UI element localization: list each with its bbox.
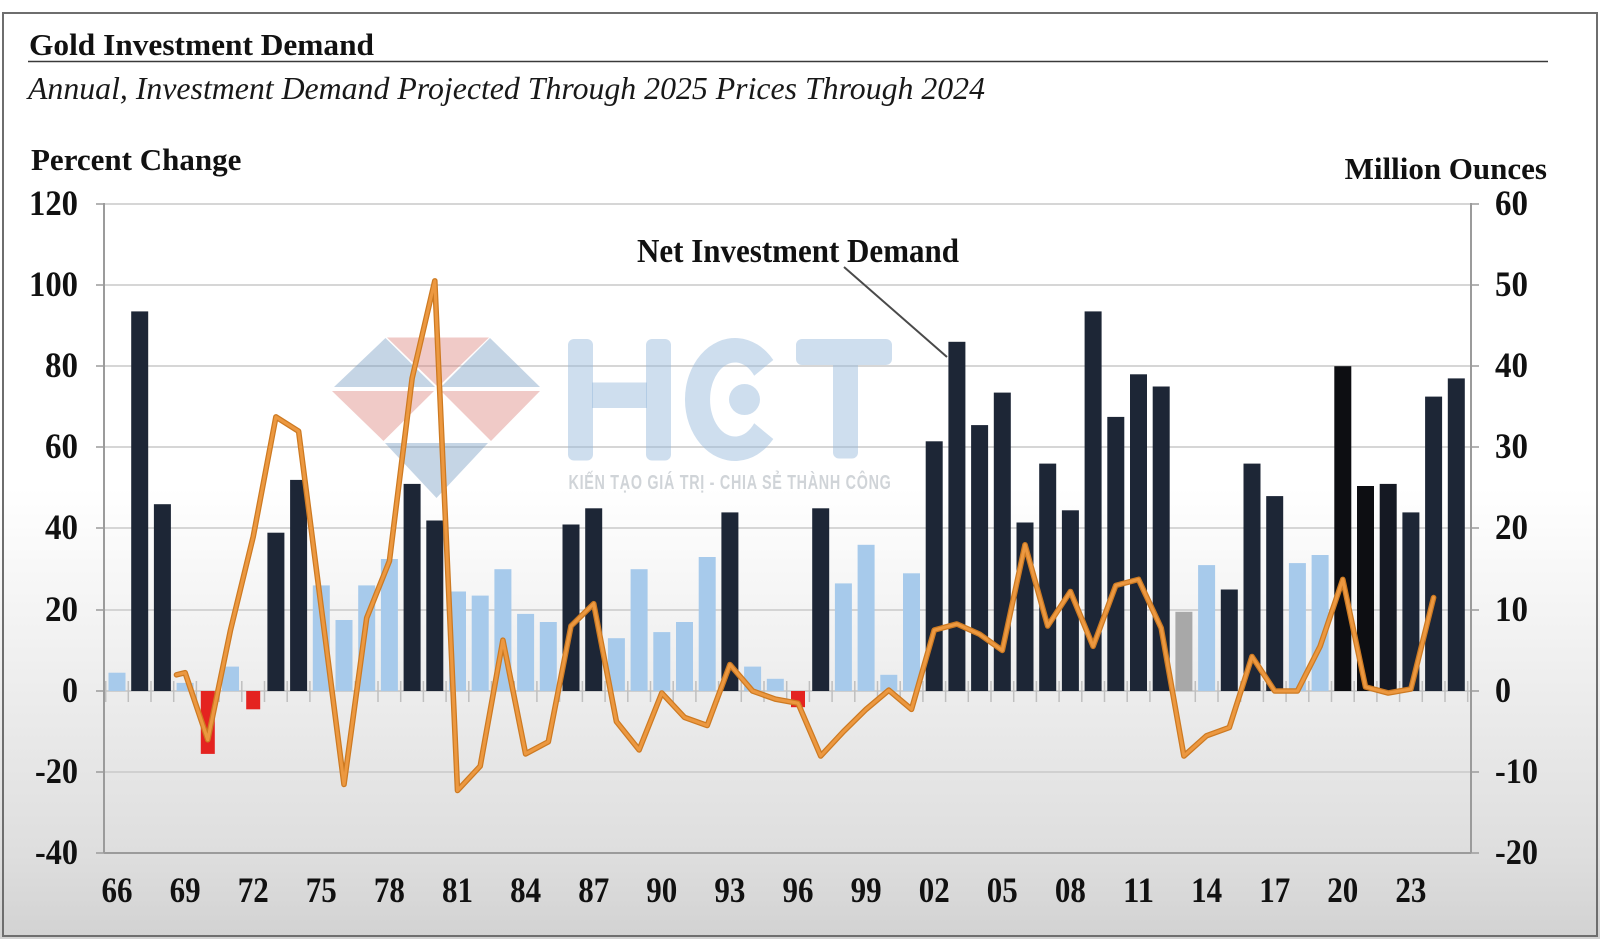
- svg-text:-10: -10: [1495, 751, 1538, 791]
- svg-text:23: 23: [1395, 870, 1426, 910]
- svg-text:66: 66: [102, 870, 133, 910]
- svg-text:Annual, Investment Demand Proj: Annual, Investment Demand Projected Thro…: [26, 70, 985, 106]
- svg-text:120: 120: [29, 183, 78, 223]
- svg-text:72: 72: [238, 870, 269, 910]
- svg-text:81: 81: [442, 870, 473, 910]
- svg-text:87: 87: [578, 870, 609, 910]
- svg-text:08: 08: [1055, 870, 1086, 910]
- svg-text:75: 75: [306, 870, 337, 910]
- svg-text:-20: -20: [1495, 832, 1538, 872]
- svg-text:93: 93: [714, 870, 745, 910]
- svg-text:0: 0: [1495, 670, 1511, 710]
- svg-text:-40: -40: [35, 832, 78, 872]
- svg-text:20: 20: [1495, 507, 1528, 547]
- svg-text:99: 99: [851, 870, 882, 910]
- svg-text:Gold Investment Demand: Gold Investment Demand: [29, 27, 374, 62]
- svg-text:78: 78: [374, 870, 405, 910]
- svg-text:50: 50: [1495, 264, 1528, 304]
- svg-text:30: 30: [1495, 426, 1528, 466]
- svg-text:0: 0: [62, 670, 78, 710]
- svg-text:11: 11: [1123, 870, 1154, 910]
- svg-text:100: 100: [29, 264, 78, 304]
- svg-text:KIẾN TẠO GIÁ TRỊ - CHIA SẺ THÀ: KIẾN TẠO GIÁ TRỊ - CHIA SẺ THÀNH CÔNG: [569, 470, 892, 494]
- svg-text:Net Investment Demand: Net Investment Demand: [637, 233, 959, 270]
- svg-text:60: 60: [45, 426, 78, 466]
- svg-text:Percent Change: Percent Change: [31, 142, 241, 177]
- svg-text:10: 10: [1495, 589, 1528, 629]
- svg-text:80: 80: [45, 345, 78, 385]
- svg-text:40: 40: [45, 507, 78, 547]
- svg-text:14: 14: [1191, 870, 1222, 910]
- svg-text:84: 84: [510, 870, 541, 910]
- svg-text:20: 20: [1327, 870, 1358, 910]
- svg-text:05: 05: [987, 870, 1018, 910]
- svg-text:17: 17: [1259, 870, 1290, 910]
- svg-text:40: 40: [1495, 345, 1528, 385]
- svg-text:-20: -20: [35, 751, 78, 791]
- svg-text:20: 20: [45, 589, 78, 629]
- svg-text:90: 90: [646, 870, 677, 910]
- svg-text:02: 02: [919, 870, 950, 910]
- svg-text:60: 60: [1495, 183, 1528, 223]
- svg-text:69: 69: [170, 870, 201, 910]
- svg-text:Million Ounces: Million Ounces: [1345, 151, 1547, 186]
- svg-text:96: 96: [783, 870, 814, 910]
